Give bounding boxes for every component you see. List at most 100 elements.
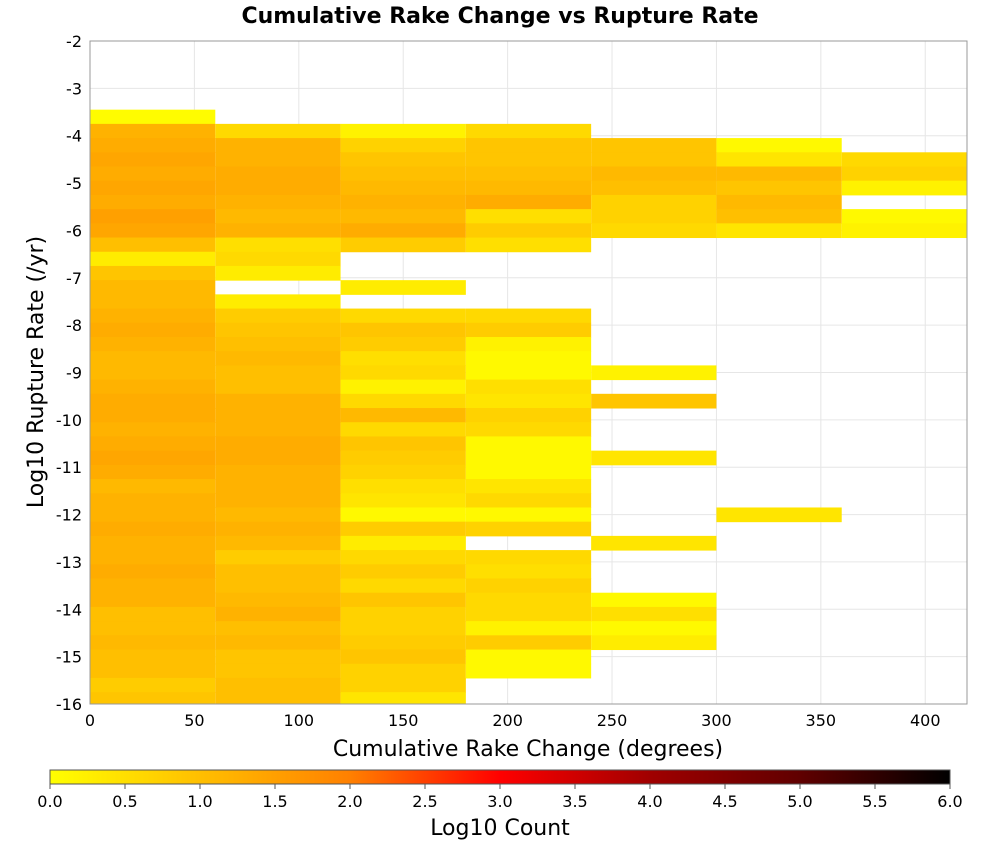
heatmap-cell — [90, 109, 216, 125]
heatmap-cell — [340, 493, 466, 508]
heatmap-cell — [90, 422, 216, 437]
heatmap-cell — [215, 365, 341, 381]
heatmap-cell — [716, 507, 842, 523]
heatmap-cell — [90, 308, 216, 324]
heatmap-cell — [340, 521, 466, 537]
colorbar-tick-label: 6.0 — [937, 792, 962, 811]
heatmap-cell — [90, 166, 216, 182]
heatmap-cell — [716, 138, 842, 153]
heatmap-cell — [465, 180, 592, 196]
heatmap-cell — [90, 635, 216, 651]
heatmap-cell — [215, 436, 341, 452]
heatmap-cell — [591, 209, 717, 224]
heatmap-cell — [215, 209, 341, 224]
heatmap-cell — [215, 649, 341, 665]
heatmap-cell — [465, 635, 592, 651]
chart-title: Cumulative Rake Change vs Rupture Rate — [241, 4, 758, 29]
heatmap-cell — [340, 223, 466, 239]
heatmap-cell — [215, 663, 341, 679]
heatmap-cell — [90, 138, 216, 153]
heatmap-cell — [591, 635, 717, 651]
heatmap-cell — [591, 365, 717, 381]
heatmap-cell — [90, 322, 216, 338]
heatmap-cell — [340, 280, 466, 295]
heatmap-cell — [340, 166, 466, 182]
heatmap-cell — [465, 606, 592, 622]
heatmap-cell — [465, 308, 592, 324]
heatmap-cell — [215, 493, 341, 508]
heatmap-cell — [215, 336, 341, 352]
colorbar-tick-label: 5.0 — [787, 792, 812, 811]
heatmap-cell — [716, 152, 842, 167]
colorbar-tick-label: 1.5 — [262, 792, 287, 811]
heatmap-cell — [215, 635, 341, 651]
heatmap-cell — [215, 166, 341, 182]
heatmap-cell — [90, 336, 216, 352]
heatmap-cell — [716, 180, 842, 196]
heatmap-cell — [90, 535, 216, 551]
y-tick-label: -14 — [56, 600, 82, 619]
heatmap-cell — [90, 251, 216, 267]
heatmap-cell — [465, 152, 592, 167]
heatmap-cell — [90, 379, 216, 395]
heatmap-cell — [90, 507, 216, 523]
heatmap-cell — [465, 550, 592, 565]
heatmap-cell — [465, 450, 592, 466]
y-tick-label: -9 — [66, 364, 82, 383]
heatmap-cell — [90, 464, 216, 480]
x-axis-label: Cumulative Rake Change (degrees) — [333, 737, 723, 762]
x-tick-label: 350 — [806, 711, 837, 730]
colorbar — [49, 769, 951, 785]
heatmap-cell — [465, 621, 592, 636]
heatmap-cell — [90, 180, 216, 196]
x-tick-label: 300 — [701, 711, 732, 730]
y-tick-label: -12 — [56, 506, 82, 525]
heatmap-cell — [465, 194, 592, 210]
heatmap-cell — [90, 280, 216, 295]
heatmap-cell — [215, 592, 341, 608]
heatmap-cell — [465, 336, 592, 352]
heatmap-cell — [90, 621, 216, 636]
heatmap-cell — [591, 223, 717, 239]
heatmap-cell — [90, 493, 216, 508]
heatmap-cell — [340, 464, 466, 480]
y-tick-label: -6 — [66, 221, 82, 240]
x-tick-label: 400 — [910, 711, 941, 730]
heatmap-cell — [215, 379, 341, 395]
heatmap-cell — [340, 194, 466, 210]
heatmap-cell — [340, 578, 466, 594]
heatmap-cell — [90, 564, 216, 580]
heatmap-cell — [215, 251, 341, 267]
colorbar-tick-label: 1.0 — [187, 792, 212, 811]
heatmap-cell — [90, 351, 216, 366]
y-tick-label: -13 — [56, 553, 82, 572]
heatmap-cell — [340, 351, 466, 366]
heatmap-cell — [90, 194, 216, 210]
heatmap-cell — [215, 578, 341, 594]
heatmap-cell — [340, 649, 466, 665]
colorbar-tick-label: 0.5 — [112, 792, 137, 811]
y-tick-label: -4 — [66, 127, 82, 146]
y-tick-label: -3 — [66, 79, 82, 98]
heatmap-cell — [340, 237, 466, 253]
heatmap-cell — [465, 507, 592, 523]
heatmap-cell — [465, 209, 592, 224]
heatmap-cell — [215, 393, 341, 409]
heatmap-cell — [90, 649, 216, 665]
heatmap-cell — [90, 450, 216, 466]
colorbar-tick-label: 0.0 — [37, 792, 62, 811]
heatmap-cell — [465, 408, 592, 423]
heatmap-cell — [591, 180, 717, 196]
heatmap-cell — [465, 578, 592, 594]
heatmap-cell — [90, 294, 216, 310]
heatmap-cell — [340, 209, 466, 224]
heatmap-cell — [90, 663, 216, 679]
heatmap-cell — [841, 152, 967, 167]
heatmap-cell — [90, 677, 216, 693]
heatmap-cell — [591, 606, 717, 622]
heatmap-cell — [340, 663, 466, 679]
heatmap-cell — [215, 308, 341, 324]
heatmap-cell — [90, 223, 216, 239]
heatmap-cell — [215, 223, 341, 239]
heatmap-cell — [465, 138, 592, 153]
